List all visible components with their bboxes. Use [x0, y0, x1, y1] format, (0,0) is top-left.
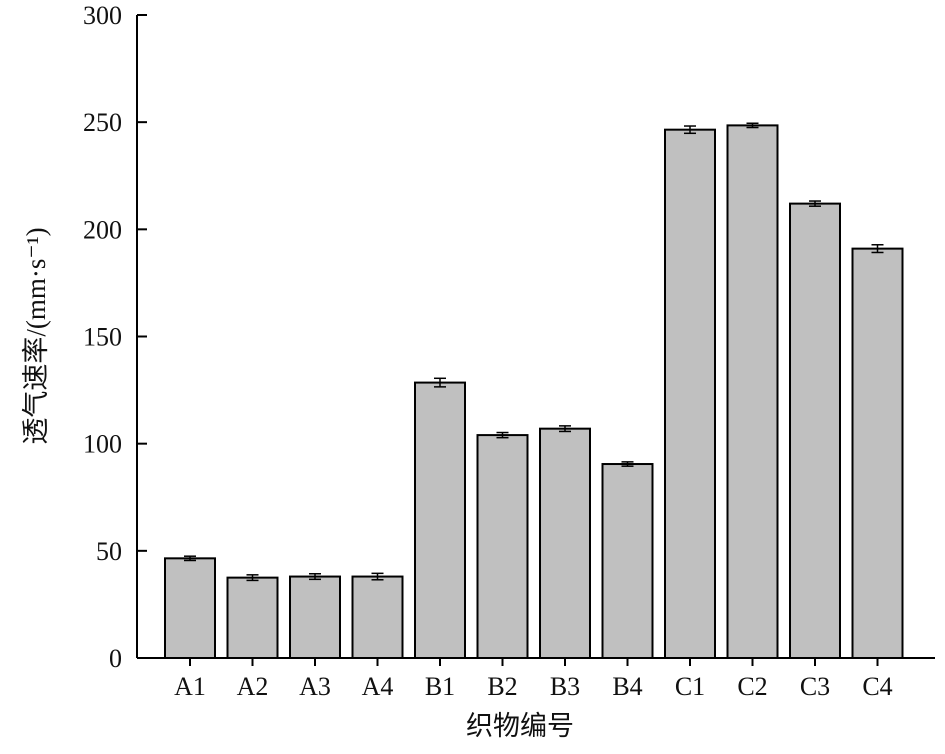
y-tick-label-250: 250 — [83, 108, 122, 137]
x-tick-label-c2: C2 — [737, 672, 767, 701]
y-tick-label-100: 100 — [83, 430, 122, 459]
bar-c1 — [664, 128, 716, 659]
error-bar-c1 — [684, 125, 696, 135]
x-tick-label-b4: B4 — [612, 672, 642, 701]
error-bar-a4 — [371, 572, 384, 581]
x-tick-label-c1: C1 — [675, 672, 705, 701]
bar-a2 — [226, 576, 279, 659]
x-axis-title: 织物编号 — [466, 711, 574, 741]
error-bar-a2 — [246, 574, 259, 582]
x-tick-label-a2: A2 — [237, 672, 269, 701]
x-tick-label-a1: A1 — [174, 672, 206, 701]
axes-layer: 0 50 100 150 200 250 300 A1 A2 A3 A4 B1 B2 B3 B4 C1 C2 C3… — [83, 1, 935, 701]
bar-a4 — [351, 575, 404, 660]
x-tick-label-c4: C4 — [862, 672, 892, 701]
y-tick-label-50: 50 — [96, 537, 122, 566]
bar-a3 — [289, 575, 341, 660]
bar-b2 — [476, 434, 529, 659]
bar-c3 — [789, 202, 841, 659]
x-tick-label-c3: C3 — [800, 672, 830, 701]
x-tick-label-b2: B2 — [487, 672, 517, 701]
bar-b4 — [601, 463, 654, 659]
error-bar-c2 — [746, 122, 759, 129]
bar-b1 — [414, 381, 466, 659]
x-tick-label-b3: B3 — [550, 672, 580, 701]
error-bar-c4 — [871, 244, 884, 254]
bar-c2 — [726, 124, 779, 660]
x-tick-label-b1: B1 — [425, 672, 455, 701]
y-axis-title: 透气速率/(mm·s⁻¹) — [21, 227, 51, 444]
y-tick-label-150: 150 — [83, 323, 122, 352]
bar-b3 — [539, 427, 591, 659]
x-tick-label-a3: A3 — [299, 672, 331, 701]
bars-layer — [164, 122, 904, 660]
bar-c4 — [851, 247, 904, 660]
error-bar-b4 — [621, 461, 634, 467]
error-bar-a3 — [309, 573, 321, 581]
y-tick-label-200: 200 — [83, 215, 122, 244]
error-bar-c3 — [809, 200, 821, 207]
error-bar-a1 — [184, 555, 196, 562]
error-bar-b1 — [434, 377, 446, 388]
error-bar-b3 — [559, 425, 571, 433]
error-bar-b2 — [496, 431, 509, 439]
y-tick-label-0: 0 — [109, 644, 122, 673]
bar-a1 — [164, 557, 216, 660]
y-tick-label-300: 300 — [83, 1, 122, 30]
x-tick-label-a4: A4 — [362, 672, 394, 701]
